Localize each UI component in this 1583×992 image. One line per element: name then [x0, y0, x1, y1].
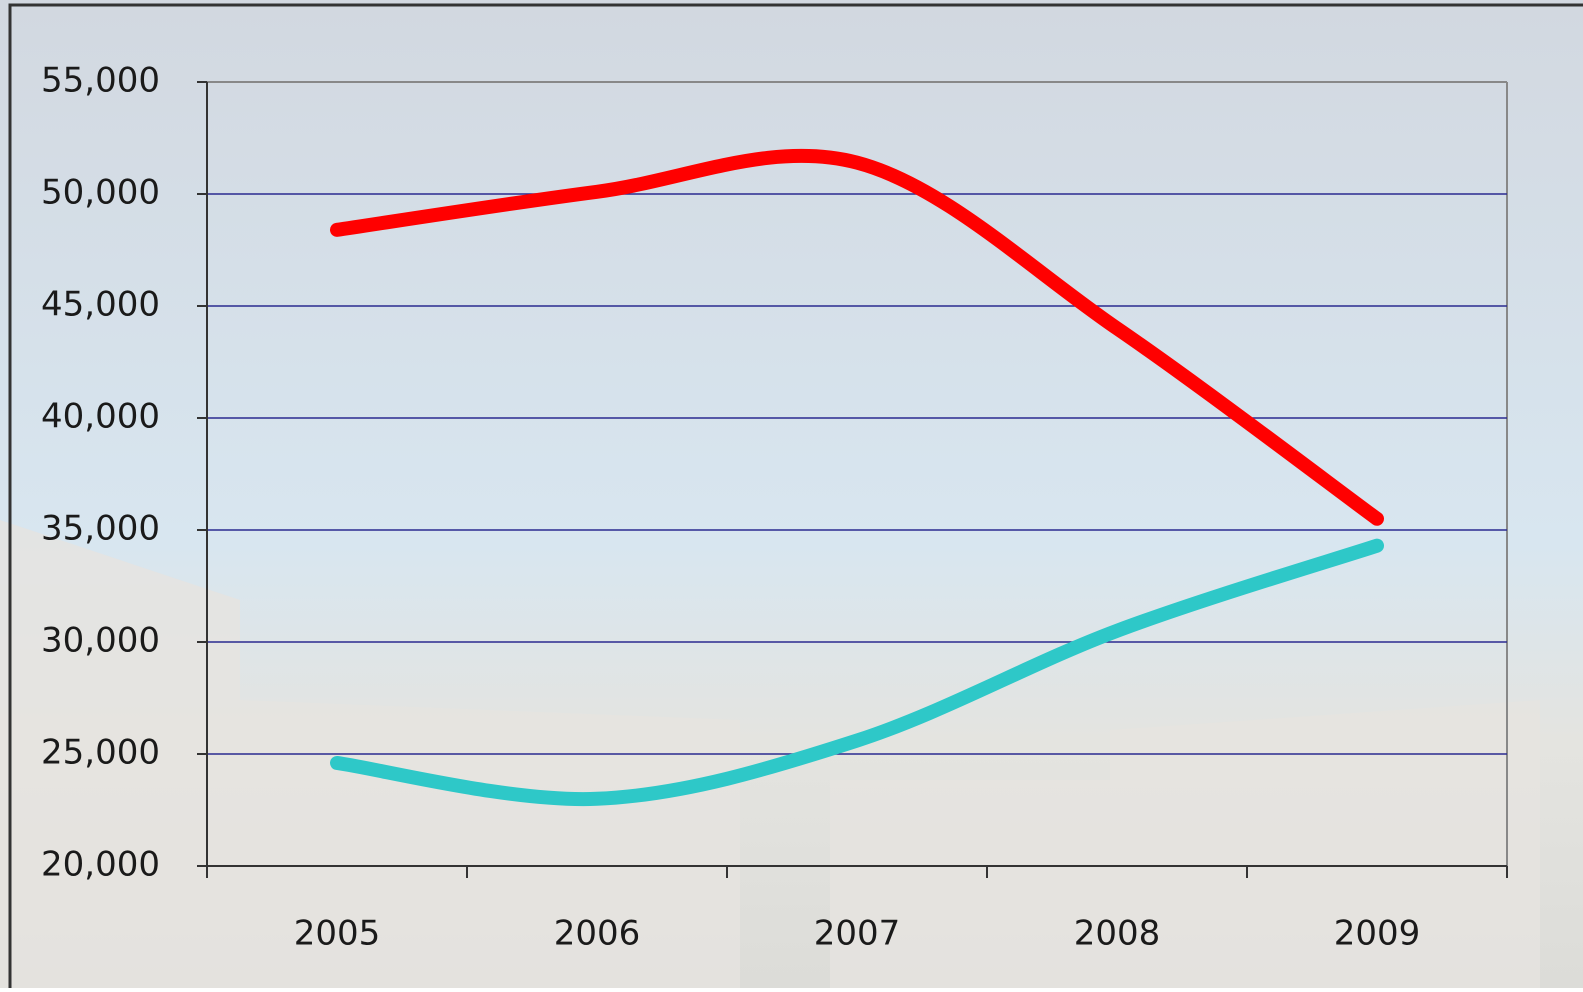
- y-tick-label: 50,000: [41, 173, 160, 213]
- line: [330, 148, 1384, 526]
- frame: [8, 3, 1583, 988]
- y-tick-label: 20,000: [41, 845, 160, 885]
- y-tick-label: 30,000: [41, 621, 160, 661]
- x-tick-label: 2006: [554, 914, 641, 954]
- x-tick-label: 2009: [1334, 914, 1421, 954]
- x-tick-label: 2007: [814, 914, 901, 954]
- y-tick-label: 35,000: [41, 509, 160, 549]
- y-tick-label: 45,000: [41, 285, 160, 325]
- y-tick-label: 25,000: [41, 733, 160, 773]
- x-tick-label: 2008: [1074, 914, 1161, 954]
- buildings: [0, 520, 1540, 988]
- y-tick-label: 40,000: [41, 397, 160, 437]
- y-tick-label: 55,000: [41, 61, 160, 101]
- line: [330, 538, 1384, 807]
- x-tick-label: 2005: [294, 914, 381, 954]
